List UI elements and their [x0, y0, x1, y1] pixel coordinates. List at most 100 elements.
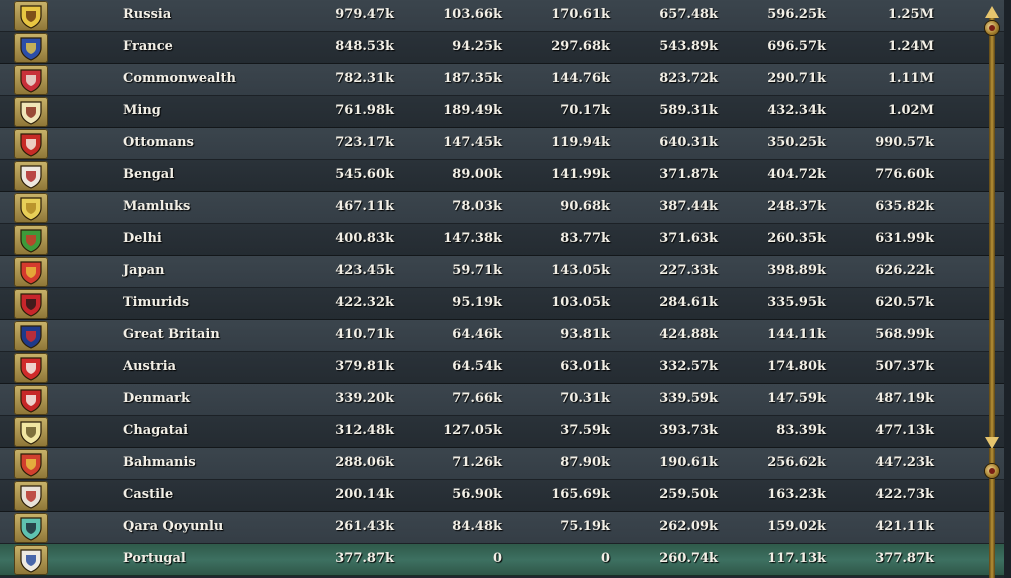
shield-frame [14, 545, 48, 575]
value-cell: 339.59k [659, 391, 718, 406]
value-cell: 37.59k [560, 423, 610, 438]
value-cell: 979.47k [335, 7, 394, 22]
value-cell: 64.46k [452, 327, 502, 342]
value-cell: 70.17k [560, 103, 610, 118]
flag-shield-icon [18, 67, 44, 93]
value-cell: 144.76k [551, 71, 610, 86]
scrollbar-track-upper[interactable] [989, 14, 995, 444]
table-row[interactable]: Russia 979.47k 103.66k 170.61k 657.48k 596.25… [0, 0, 1004, 32]
value-cell: 262.09k [659, 519, 718, 534]
table-row[interactable]: Mamluks 467.11k 78.03k 90.68k 387.44k 248.37k… [0, 192, 1004, 224]
value-cell: 147.59k [767, 391, 826, 406]
value-cell: 189.49k [443, 103, 502, 118]
country-name: Timurids [123, 295, 190, 310]
table-row[interactable]: Denmark 339.20k 77.66k 70.31k 339.59k 147.59k… [0, 384, 1004, 416]
value-cell: 377.87k [875, 551, 934, 566]
value-cell: 350.25k [767, 135, 826, 150]
scrollbar-track-lower[interactable] [989, 448, 995, 578]
value-cell: 626.22k [875, 263, 934, 278]
value-cell: 297.68k [551, 39, 610, 54]
table-row[interactable]: Delhi 400.83k 147.38k 83.77k 371.63k 260.35k 6… [0, 224, 1004, 256]
table-row[interactable]: Ottomans 723.17k 147.45k 119.94k 640.31k 350.… [0, 128, 1004, 160]
value-cell: 256.62k [767, 455, 826, 470]
table-row[interactable]: Ming 761.98k 189.49k 70.17k 589.31k 432.34k 1.… [0, 96, 1004, 128]
table-row[interactable]: Great Britain 410.71k 64.46k 93.81k 424.88k 1… [0, 320, 1004, 352]
flag-shield-icon [18, 451, 44, 477]
country-name: Delhi [123, 231, 162, 246]
shield-frame [14, 353, 48, 383]
value-cell: 70.31k [560, 391, 610, 406]
table-row[interactable]: Japan 423.45k 59.71k 143.05k 227.33k 398.89k 6… [0, 256, 1004, 288]
value-cell: 379.81k [335, 359, 394, 374]
value-cell: 640.31k [659, 135, 718, 150]
value-cell: 1.02M [887, 103, 934, 118]
table-row[interactable]: Chagatai 312.48k 127.05k 37.59k 393.73k 83.39… [0, 416, 1004, 448]
value-cell: 83.77k [560, 231, 610, 246]
value-cell: 410.71k [335, 327, 394, 342]
value-cell: 422.32k [335, 295, 394, 310]
value-cell: 990.57k [875, 135, 934, 150]
shield-frame [14, 97, 48, 127]
value-cell: 467.11k [335, 199, 394, 214]
scrollbar-thumb-lower[interactable] [985, 464, 999, 478]
value-cell: 59.71k [452, 263, 502, 278]
scrollbar[interactable] [980, 0, 1004, 578]
country-name: Castile [123, 487, 174, 502]
value-cell: 127.05k [443, 423, 502, 438]
country-name: Japan [123, 263, 165, 278]
value-cell: 371.87k [659, 167, 718, 182]
value-cell: 290.71k [767, 71, 826, 86]
value-cell: 174.80k [767, 359, 826, 374]
value-cell: 477.13k [875, 423, 934, 438]
shield-frame [14, 321, 48, 351]
value-cell: 143.05k [551, 263, 610, 278]
value-cell: 261.43k [335, 519, 394, 534]
table-row-selected[interactable]: Portugal 377.87k 0 0 260.74k 117.13k 377.87k [0, 544, 1004, 576]
value-cell: 393.73k [659, 423, 718, 438]
value-cell: 657.48k [659, 7, 718, 22]
value-cell: 75.19k [560, 519, 610, 534]
shield-frame [14, 161, 48, 191]
flag-shield-icon [18, 515, 44, 541]
table-row[interactable]: Bahmanis 288.06k 71.26k 87.90k 190.61k 256.62… [0, 448, 1004, 480]
country-name: Mamluks [123, 199, 191, 214]
value-cell: 163.23k [767, 487, 826, 502]
table-row[interactable]: Timurids 422.32k 95.19k 103.05k 284.61k 335.9… [0, 288, 1004, 320]
value-cell: 387.44k [659, 199, 718, 214]
table-row[interactable]: Austria 379.81k 64.54k 63.01k 332.57k 174.80k… [0, 352, 1004, 384]
table-row[interactable]: Castile 200.14k 56.90k 165.69k 259.50k 163.23… [0, 480, 1004, 512]
shield-frame [14, 513, 48, 543]
value-cell: 103.05k [551, 295, 610, 310]
value-cell: 200.14k [335, 487, 394, 502]
scroll-up-arrow-icon[interactable] [985, 6, 999, 18]
value-cell: 761.98k [335, 103, 394, 118]
shield-frame [14, 257, 48, 287]
scrollbar-thumb[interactable] [985, 21, 999, 35]
country-name: Denmark [123, 391, 191, 406]
table-row[interactable]: Commonwealth 782.31k 187.35k 144.76k 823.72k… [0, 64, 1004, 96]
table-row[interactable]: France 848.53k 94.25k 297.68k 543.89k 696.57k… [0, 32, 1004, 64]
scroll-down-arrow-icon[interactable] [985, 437, 999, 449]
country-name: Commonwealth [123, 71, 236, 86]
flag-shield-icon [18, 3, 44, 29]
value-cell: 424.88k [659, 327, 718, 342]
value-cell: 371.63k [659, 231, 718, 246]
value-cell: 56.90k [452, 487, 502, 502]
value-cell: 63.01k [560, 359, 610, 374]
value-cell: 83.39k [776, 423, 826, 438]
value-cell: 776.60k [875, 167, 934, 182]
value-cell: 284.61k [659, 295, 718, 310]
shield-frame [14, 1, 48, 31]
value-cell: 404.72k [767, 167, 826, 182]
table-row[interactable]: Bengal 545.60k 89.00k 141.99k 371.87k 404.72k… [0, 160, 1004, 192]
value-cell: 421.11k [875, 519, 934, 534]
table-row[interactable]: Qara Qoyunlu 261.43k 84.48k 75.19k 262.09k 15… [0, 512, 1004, 544]
flag-shield-icon [18, 259, 44, 285]
value-cell: 227.33k [659, 263, 718, 278]
value-cell: 1.25M [887, 7, 934, 22]
value-cell: 259.50k [659, 487, 718, 502]
value-cell: 170.61k [551, 7, 610, 22]
value-cell: 631.99k [875, 231, 934, 246]
value-cell: 1.24M [887, 39, 934, 54]
country-name: Ming [123, 103, 161, 118]
